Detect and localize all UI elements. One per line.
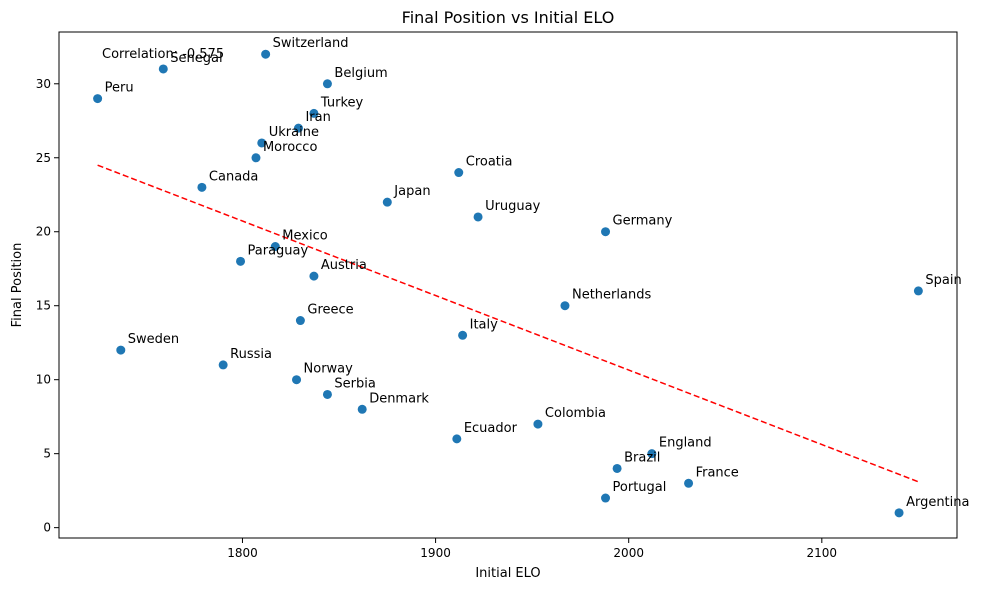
data-point bbox=[454, 168, 464, 178]
point-label: Turkey bbox=[320, 95, 364, 110]
point-label: Belgium bbox=[334, 66, 387, 81]
point-label: Mexico bbox=[282, 229, 327, 244]
x-tick-label: 2100 bbox=[807, 546, 838, 560]
ticks-layer: 1800 1900 2000 2100 0 5 10 15 20 25 30 bbox=[36, 77, 837, 560]
data-point bbox=[647, 449, 657, 459]
point-label: Netherlands bbox=[572, 288, 651, 303]
data-point bbox=[257, 138, 267, 148]
point-label: Uruguay bbox=[485, 199, 541, 214]
data-point bbox=[684, 478, 694, 488]
data-point bbox=[292, 375, 302, 385]
point-label: Paraguay bbox=[248, 243, 309, 258]
x-axis-label: Initial ELO bbox=[475, 566, 540, 581]
data-point bbox=[894, 508, 904, 518]
point-label: Peru bbox=[105, 81, 134, 96]
data-point bbox=[452, 434, 462, 444]
point-label: Ecuador bbox=[464, 421, 518, 436]
data-point bbox=[601, 227, 611, 237]
x-tick-label: 2000 bbox=[613, 546, 644, 560]
plot-area bbox=[58, 31, 958, 539]
y-axis-label: Final Position bbox=[10, 243, 25, 328]
data-point bbox=[197, 182, 207, 192]
y-tick-label: 5 bbox=[43, 447, 51, 461]
data-point bbox=[309, 271, 319, 281]
data-point bbox=[116, 345, 126, 355]
point-label: Canada bbox=[209, 169, 258, 184]
point-label: Austria bbox=[321, 258, 367, 273]
y-tick-label: 10 bbox=[36, 373, 51, 387]
data-point bbox=[473, 212, 483, 222]
point-label: Ukraine bbox=[269, 125, 319, 140]
data-point bbox=[270, 242, 280, 252]
data-point bbox=[382, 197, 392, 207]
y-tick-label: 15 bbox=[36, 299, 51, 313]
point-label: Norway bbox=[304, 362, 354, 377]
data-point bbox=[913, 286, 923, 296]
correlation-annotation: Correlation: -0.575 bbox=[102, 47, 224, 62]
data-point bbox=[560, 301, 570, 311]
point-label: Portugal bbox=[613, 480, 667, 495]
data-point bbox=[236, 256, 246, 266]
point-label: Greece bbox=[307, 303, 353, 318]
x-tick-label: 1900 bbox=[420, 546, 451, 560]
data-point bbox=[357, 404, 367, 414]
y-tick-label: 30 bbox=[36, 77, 51, 91]
y-tick-label: 0 bbox=[43, 521, 51, 535]
point-label: Argentina bbox=[906, 495, 969, 510]
chart-title: Final Position vs Initial ELO bbox=[402, 8, 615, 27]
point-label: Japan bbox=[393, 184, 430, 199]
points-layer bbox=[93, 49, 923, 518]
point-label: Italy bbox=[470, 317, 499, 332]
point-label: Germany bbox=[613, 214, 673, 229]
data-point bbox=[218, 360, 228, 370]
data-point bbox=[295, 316, 305, 326]
point-label: Denmark bbox=[369, 391, 429, 406]
point-label: Brazil bbox=[624, 450, 660, 465]
data-point bbox=[322, 79, 332, 89]
data-point bbox=[251, 153, 261, 163]
point-label: Senegal bbox=[170, 51, 222, 66]
point-label: France bbox=[696, 465, 739, 480]
data-point bbox=[601, 493, 611, 503]
point-label: Iran bbox=[305, 110, 330, 125]
point-label: Serbia bbox=[334, 376, 375, 391]
point-label: Morocco bbox=[263, 140, 317, 155]
y-tick-label: 20 bbox=[36, 225, 51, 239]
data-point bbox=[93, 94, 103, 104]
trend-line bbox=[97, 164, 919, 483]
point-label: England bbox=[659, 436, 712, 451]
data-point bbox=[293, 123, 303, 133]
data-point bbox=[322, 389, 332, 399]
data-point bbox=[261, 49, 271, 59]
y-tick-label: 25 bbox=[36, 151, 51, 165]
point-label: Switzerland bbox=[273, 36, 349, 51]
point-label: Sweden bbox=[128, 332, 179, 347]
trendline-layer bbox=[97, 164, 919, 483]
point-label: Croatia bbox=[466, 155, 513, 170]
point-label: Spain bbox=[925, 273, 961, 288]
point-label: Colombia bbox=[545, 406, 606, 421]
data-point bbox=[458, 330, 468, 340]
x-tick-label: 1800 bbox=[227, 546, 258, 560]
data-point bbox=[612, 463, 622, 473]
point-label: Russia bbox=[230, 347, 272, 362]
data-point bbox=[533, 419, 543, 429]
data-point bbox=[158, 64, 168, 74]
data-point bbox=[309, 108, 319, 118]
